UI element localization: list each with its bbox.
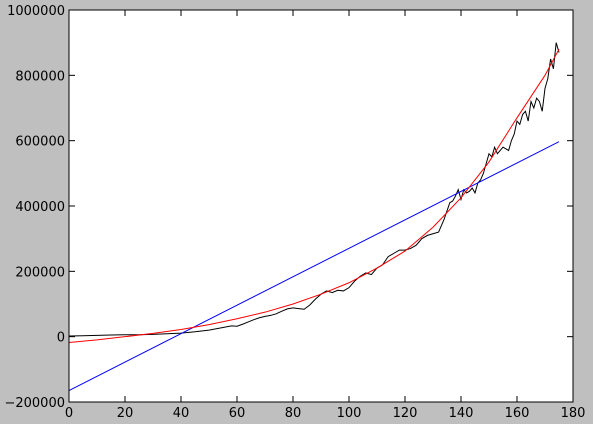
series-line-1	[68, 42, 560, 337]
x-tick-label: 60	[229, 406, 246, 421]
x-tick-label: 80	[285, 406, 302, 421]
y-tick-label: 600000	[15, 135, 65, 150]
y-tick-label: 800000	[15, 69, 65, 84]
y-tick-label: 0	[57, 331, 65, 346]
plot-frame	[68, 9, 574, 403]
series-line-3	[68, 48, 560, 344]
y-tick-label: −200000	[4, 396, 65, 411]
y-tick-label: 200000	[15, 265, 65, 280]
y-tick-label: 400000	[15, 200, 65, 215]
x-tick-label: 160	[505, 406, 530, 421]
x-tick-label: 100	[337, 406, 362, 421]
x-tick-label: 120	[393, 406, 418, 421]
tick-layer: 0 20 40 60 80 100 120 140 160 180−200000020000040…	[4, 4, 585, 421]
x-tick-label: 140	[449, 406, 474, 421]
x-tick-label: 40	[173, 406, 190, 421]
series-line-2	[68, 141, 560, 392]
x-tick-label: 0	[65, 406, 73, 421]
plot-area	[69, 10, 573, 402]
x-tick-label: 180	[561, 406, 586, 421]
x-tick-label: 20	[117, 406, 134, 421]
series-layer	[68, 42, 560, 392]
y-tick-label: 1000000	[7, 4, 65, 19]
